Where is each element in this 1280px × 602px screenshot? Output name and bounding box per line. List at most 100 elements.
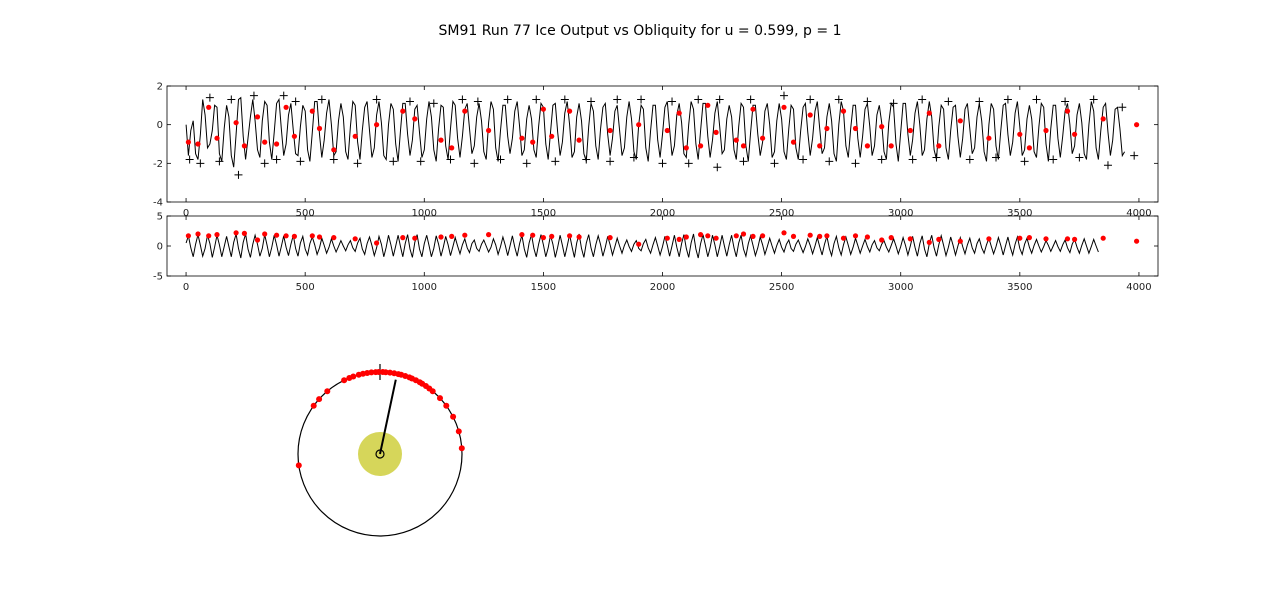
obliquity-sample-point <box>262 231 268 237</box>
ice-output-peak-marker <box>779 91 788 100</box>
ice-output-sample-point <box>549 133 555 139</box>
obliquity-xtick-label: 1500 <box>531 282 556 293</box>
obliquity-sample-point <box>549 233 555 239</box>
ice-output-peak-marker <box>944 97 953 106</box>
ice-output-trough-marker <box>416 157 425 166</box>
phase-dial-point <box>375 369 382 375</box>
ice-output-peak-marker <box>715 95 724 104</box>
ice-output-peak-marker <box>1003 95 1012 104</box>
obliquity-sample-point <box>807 232 813 238</box>
ice-output-peak-marker <box>317 95 326 104</box>
obliquity-sample-point <box>840 235 847 241</box>
ice-output-sample-point <box>567 108 573 114</box>
ice-output-peak-marker <box>637 95 646 104</box>
ice-output-trough-marker <box>965 155 974 164</box>
ice-output-trough-marker <box>739 157 748 166</box>
obliquity-ytick-label: -5 <box>153 272 163 283</box>
obliquity-sample-point <box>926 239 932 245</box>
obliquity-sample-point <box>316 234 323 240</box>
ice-output-series-line <box>185 96 1126 168</box>
ice-output-peak-marker <box>249 91 258 100</box>
obliquity-sample-point <box>879 237 885 243</box>
ice-output-peak-marker <box>975 97 984 106</box>
ice-output-trough-marker <box>825 157 834 166</box>
obliquity-sample-point <box>195 231 201 237</box>
phase-dial-point <box>310 402 317 409</box>
obliquity-xtick-label: 3500 <box>1007 282 1032 293</box>
ice-output-sample-point <box>986 135 992 141</box>
ice-output-sample-point <box>840 108 847 114</box>
obliquity-sample-point <box>214 232 220 238</box>
phase-dial-point <box>443 402 450 409</box>
obliquity-sample-point <box>576 234 582 240</box>
ice-output-sample-point <box>760 135 766 141</box>
ice-output-peak-marker <box>1061 97 1070 106</box>
ice-output-trough-marker <box>629 153 638 162</box>
ice-output-sample-point <box>888 143 894 149</box>
obliquity-sample-point <box>1017 235 1023 241</box>
ice-output-peak-marker <box>205 93 214 102</box>
ice-output-sample-point <box>607 127 613 134</box>
obliquity-sample-point <box>438 234 444 240</box>
ice-output-sample-point <box>449 145 455 151</box>
obliquity-sample-point <box>1026 235 1032 241</box>
obliquity-sample-point <box>936 236 942 242</box>
obliquity-sample-point <box>254 237 261 243</box>
ice-output-peak-marker <box>372 95 381 104</box>
ice-output-peak-marker <box>746 95 755 104</box>
ice-output-peak-marker <box>1089 95 1098 104</box>
obliquity-xtick-label: 4000 <box>1126 282 1151 293</box>
ice-output-sample-point <box>698 143 704 149</box>
ice-output-ticks: 0 500 1000 1500 2000 2500 3000 3500 4000 -4 -2 0 2 <box>153 82 1158 219</box>
ice-output-sample-point <box>1064 108 1071 114</box>
ice-output-trough-marker <box>992 153 1001 162</box>
obliquity-xtick-label: 1000 <box>412 282 437 293</box>
ice-output-trough-marker <box>496 155 505 164</box>
obliquity-sample-point <box>530 232 536 238</box>
ice-output-trough-marker <box>1020 157 1029 166</box>
ice-output-sample-point <box>374 122 380 128</box>
obliquity-sample-point <box>1072 236 1078 242</box>
obliquity-sample-point <box>283 233 289 239</box>
phase-dial-point <box>295 462 302 469</box>
ice-output-sample-point <box>864 143 871 149</box>
phase-dial-point <box>350 373 357 380</box>
ice-output-trough-marker <box>329 155 338 164</box>
ice-output-sample-point <box>1017 131 1023 137</box>
ice-output-trough-marker <box>770 159 779 168</box>
obliquity-sample-point <box>1100 235 1106 241</box>
ice-output-ytick-label: 2 <box>157 82 163 93</box>
ice-output-xtick-label: 2000 <box>650 208 675 219</box>
ice-output-xtick-label: 500 <box>296 208 315 219</box>
obliquity-ticks: 0 500 1000 1500 2000 2500 3000 3500 4000 -5 0 5 <box>153 212 1158 293</box>
ice-output-sample-point <box>713 129 719 135</box>
obliquity-sample-point <box>817 233 823 239</box>
ice-output-sample-point <box>462 108 468 114</box>
ice-output-sample-point <box>519 135 525 141</box>
obliquity-sample-point <box>698 232 704 238</box>
ice-output-peak-marker <box>405 97 414 106</box>
phase-dial-point <box>455 428 462 435</box>
ice-output-trough-marker <box>296 157 305 166</box>
obliquity-sample-point <box>400 235 406 241</box>
phase-dial-point <box>341 377 348 384</box>
ice-output-sample-point <box>206 104 212 110</box>
ice-output-xtick-label: 1000 <box>412 208 437 219</box>
phase-dial-point <box>368 369 375 376</box>
obliquity-sample-point <box>781 230 787 236</box>
ice-output-sample-point <box>957 118 963 124</box>
obliquity-sample-point <box>309 233 315 239</box>
ice-output-sample-point <box>540 106 547 112</box>
ice-output-sample-point <box>486 127 492 134</box>
ice-output-trough-marker <box>446 155 455 164</box>
ice-output-peak-marker <box>806 95 815 104</box>
obliquity-sample-point <box>241 230 247 236</box>
ice-output-xtick-label: 3000 <box>888 208 913 219</box>
obliquity-sample-point <box>824 233 830 239</box>
ice-output-ytick-label: -2 <box>153 159 163 170</box>
ice-output-sample-point <box>683 145 689 151</box>
ice-output-sample-point <box>309 108 315 114</box>
obliquity-sample-point <box>274 232 280 238</box>
ice-output-sample-point <box>807 112 813 118</box>
ice-output-trough-marker <box>606 157 615 166</box>
